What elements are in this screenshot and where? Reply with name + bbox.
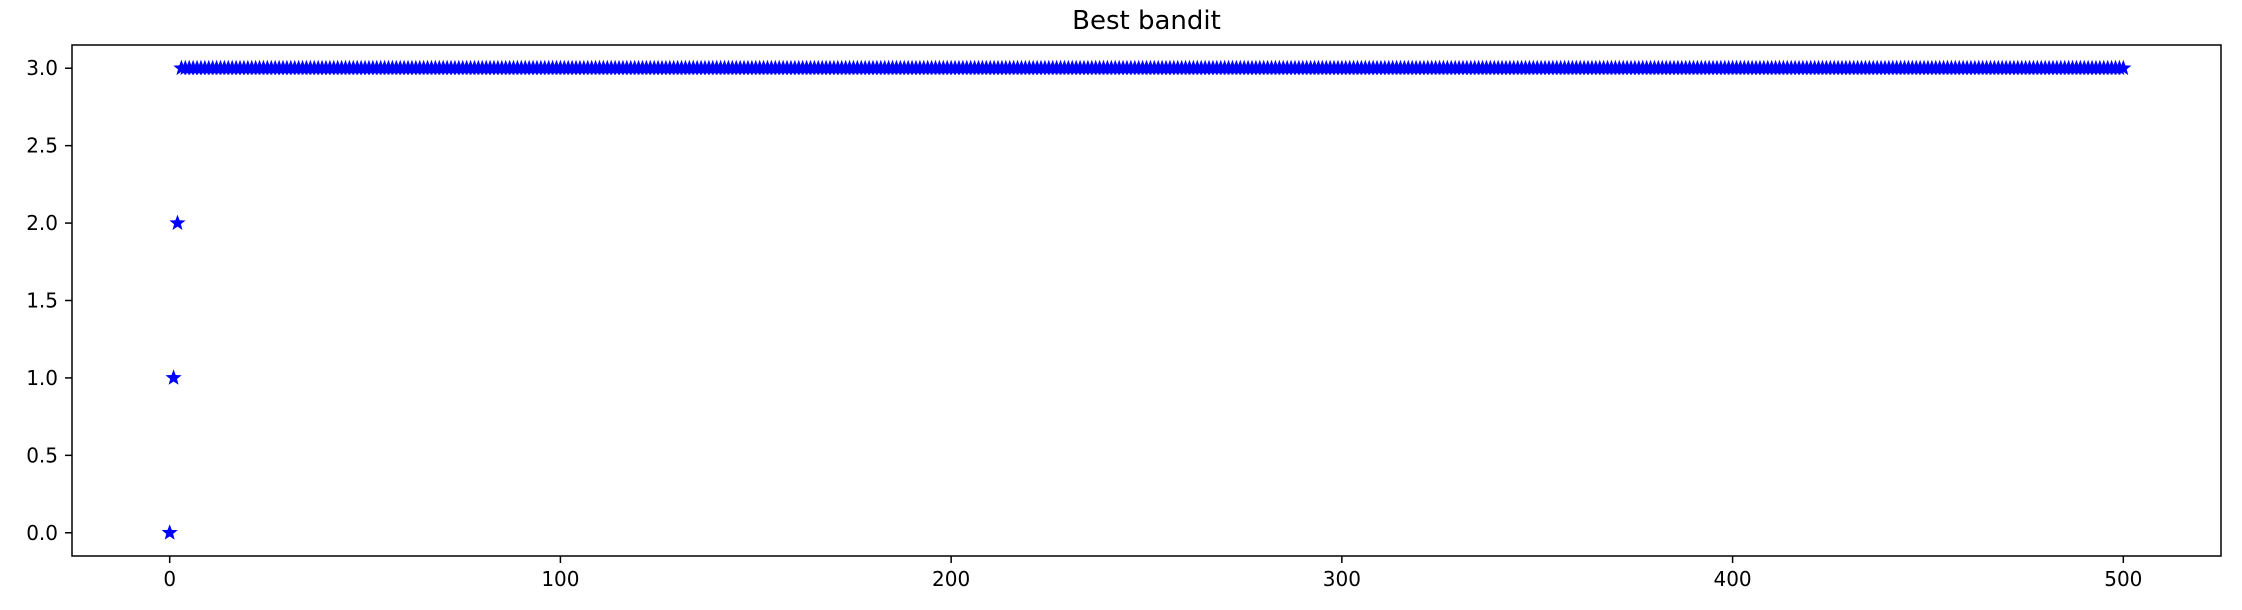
data-point — [2115, 59, 2132, 76]
data-point — [165, 369, 182, 385]
y-tick-label: 2.5 — [26, 134, 58, 158]
y-tick-label: 2.0 — [26, 211, 58, 235]
x-tick-label: 100 — [541, 567, 579, 591]
x-tick-label: 0 — [163, 567, 176, 591]
axes-layer: 0 100 200 300 400 500 0.0 0.5 1.0 1.5 2.0 2.5 3.0 — [26, 44, 2222, 591]
y-tick-label: 0.5 — [26, 443, 58, 467]
data-point — [169, 214, 186, 230]
data-point — [161, 524, 178, 540]
y-tick-label: 3.0 — [26, 56, 58, 80]
chart-title: Best bandit — [1072, 6, 1221, 36]
x-tick-label: 300 — [1323, 567, 1361, 591]
y-tick-label: 1.0 — [26, 366, 58, 390]
plot-frame — [71, 44, 2222, 557]
y-tick-label: 1.5 — [26, 289, 58, 313]
y-tick-label: 0.0 — [26, 521, 58, 545]
x-tick-label: 500 — [2104, 567, 2142, 591]
data-points-layer — [161, 59, 2132, 540]
x-tick-label: 200 — [932, 567, 970, 591]
x-tick-label: 400 — [1713, 567, 1751, 591]
